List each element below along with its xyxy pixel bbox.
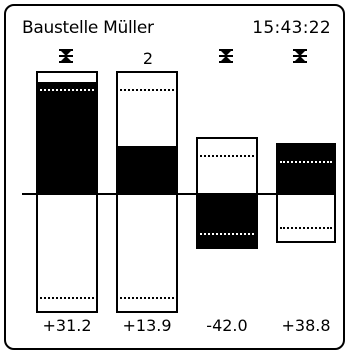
column-4-upper-limit: [280, 161, 332, 163]
site-title: Baustelle Müller: [22, 18, 154, 38]
column-1-fill: [36, 82, 98, 194]
hourglass-icon: [219, 49, 233, 63]
zero-line: [22, 193, 334, 195]
column-4-fill: [276, 143, 336, 194]
hourglass-icon: [59, 49, 73, 63]
column-4-lower-limit: [280, 227, 332, 229]
column-1-header: [54, 48, 78, 70]
column-4-value: +38.8: [281, 316, 331, 335]
column-2-fill: [116, 146, 178, 194]
column-4-header: [288, 48, 312, 70]
clock: 15:43:22: [252, 18, 331, 38]
column-3-value: -42.0: [206, 316, 248, 335]
column-2-header: 2: [136, 48, 160, 70]
hourglass-icon: [293, 49, 307, 63]
column-1-lower-limit: [40, 297, 94, 299]
column-3-fill: [196, 194, 258, 249]
column-2-number: 2: [142, 49, 154, 68]
column-3-lower-limit: [200, 233, 254, 235]
column-1-upper-limit: [40, 89, 94, 91]
column-2-lower-limit: [120, 297, 174, 299]
column-3-header: [214, 48, 238, 70]
column-3-upper-limit: [200, 155, 254, 157]
column-1-value: +31.2: [42, 316, 92, 335]
screen-frame: [4, 4, 345, 350]
column-2-value: +13.9: [122, 316, 172, 335]
column-2-upper-limit: [120, 89, 174, 91]
